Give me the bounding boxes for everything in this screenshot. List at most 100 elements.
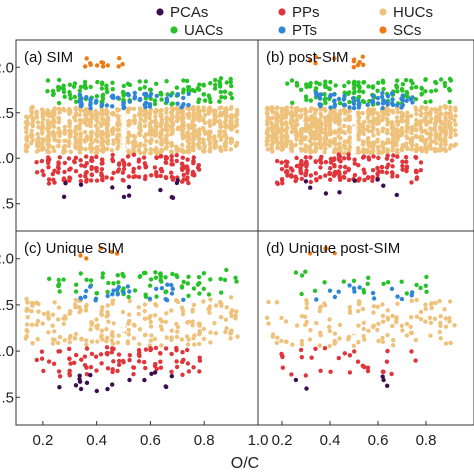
point-uacs [61,83,66,88]
point-pps [39,158,45,164]
point-hucs [34,149,40,154]
point-hucs [351,329,357,334]
point-hucs [224,113,229,118]
x-axis-title: O/C [231,455,259,472]
point-hucs [197,136,202,141]
point-pps [163,160,169,165]
point-hucs [399,114,404,119]
point-hucs [414,111,419,117]
point-hucs [228,295,234,300]
point-pps [400,163,405,169]
point-hucs [443,111,449,116]
point-uacs [163,275,168,280]
point-uacs [229,83,234,89]
point-hucs [442,121,447,126]
point-pps [55,170,61,175]
point-hucs [63,138,68,144]
point-hucs [201,336,207,342]
point-pps [279,177,285,183]
point-hucs [265,122,270,127]
y-tick-label: 1.5 [0,105,14,122]
point-uacs [290,100,295,106]
point-hucs [207,118,212,124]
point-pts [389,286,395,291]
point-pts [380,101,386,106]
point-hucs [170,114,175,120]
point-hucs [83,147,88,152]
point-pcas [126,184,132,190]
point-pps [337,172,342,177]
point-pps [319,160,324,165]
point-pts [181,95,186,101]
point-hucs [78,134,83,140]
point-hucs [328,132,333,137]
point-hucs [89,322,94,327]
point-hucs [290,342,295,347]
point-pts [147,102,153,107]
point-hucs [312,111,318,116]
point-uacs [152,101,158,107]
point-pps [379,165,385,170]
point-pts [132,95,138,101]
point-hucs [264,315,270,320]
point-hucs [131,336,137,341]
point-pts [351,105,357,111]
point-pts [332,294,338,300]
point-pps [73,155,79,160]
point-pps [190,169,196,175]
point-hucs [36,135,41,140]
point-hucs [50,130,55,135]
point-pts [328,92,333,98]
point-hucs [433,128,438,134]
point-uacs [218,276,223,282]
point-hucs [136,305,141,310]
point-pcas [63,181,68,186]
point-pcas [105,386,110,392]
point-pps [116,362,122,367]
point-pts [351,286,357,291]
point-hucs [41,137,46,142]
point-uacs [380,78,386,84]
point-hucs [217,113,222,118]
point-pps [47,157,52,162]
point-uacs [218,76,224,81]
point-scs [351,57,357,62]
point-hucs [235,334,240,339]
point-pts [125,284,131,289]
point-hucs [201,116,206,122]
point-pps [56,164,61,170]
panel-title: (a) SIM [24,49,73,66]
point-uacs [222,89,228,94]
point-pcas [78,386,84,392]
point-hucs [52,329,57,334]
point-pts [357,285,362,290]
point-hucs [141,113,147,118]
point-uacs [67,82,73,88]
point-hucs [385,122,390,127]
point-hucs [442,137,448,143]
point-uacs [99,86,105,91]
point-hucs [410,136,415,141]
point-hucs [442,307,447,312]
point-pps [308,179,313,185]
point-hucs [400,328,405,333]
point-hucs [332,117,337,122]
point-scs [84,256,89,261]
point-pps [375,165,380,171]
point-uacs [185,281,190,286]
point-hucs [137,327,143,332]
point-uacs [229,95,235,101]
point-pps [409,180,414,185]
point-hucs [77,310,82,315]
point-hucs [121,332,126,338]
point-hucs [149,119,154,125]
point-hucs [289,129,294,135]
point-uacs [323,84,328,90]
point-pts [78,295,83,301]
point-pps [385,348,390,354]
point-pcas [169,374,174,379]
point-uacs [143,294,149,299]
point-uacs [424,289,429,294]
point-pts [399,296,405,302]
point-pps [191,365,196,370]
